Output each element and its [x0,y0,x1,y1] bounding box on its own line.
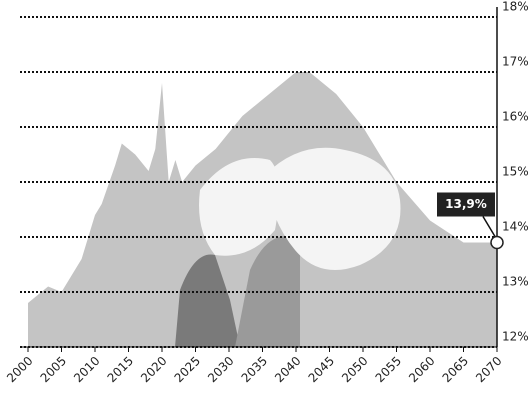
annotation-box [437,192,495,217]
y-tick-label: 16% [502,110,529,124]
y-tick-label: 18% [502,0,529,14]
x-tick-label: 2010 [71,354,102,385]
x-tick-label: 2050 [339,354,370,385]
illustration [265,147,401,270]
y-tick-label: 13% [502,275,529,289]
x-tick-label: 2045 [306,354,337,385]
x-tick-label: 2000 [4,354,35,385]
x-tick-label: 2060 [406,354,437,385]
y-tick-label: 17% [502,55,529,69]
x-tick-label: 2020 [138,354,169,385]
x-tick-label: 2005 [38,354,69,385]
x-tick-label: 2040 [272,354,303,385]
y-tick-label: 14% [502,220,529,234]
x-tick-label: 2065 [440,354,471,385]
illustration [199,158,279,256]
x-tick-label: 2055 [373,354,404,385]
x-tick-label: 2025 [172,354,203,385]
y-tick-label: 12% [502,330,529,344]
y-tick-label: 15% [502,165,529,179]
annotation-leader [482,216,496,237]
x-tick-label: 2030 [205,354,236,385]
illustration [235,236,300,347]
end-point [490,235,504,250]
x-tick-label: 2015 [105,354,136,385]
x-tick-label: 2070 [473,354,504,385]
illustration [175,254,240,347]
annotation: 13,9% [445,197,487,211]
x-tick-label: 2035 [239,354,270,385]
